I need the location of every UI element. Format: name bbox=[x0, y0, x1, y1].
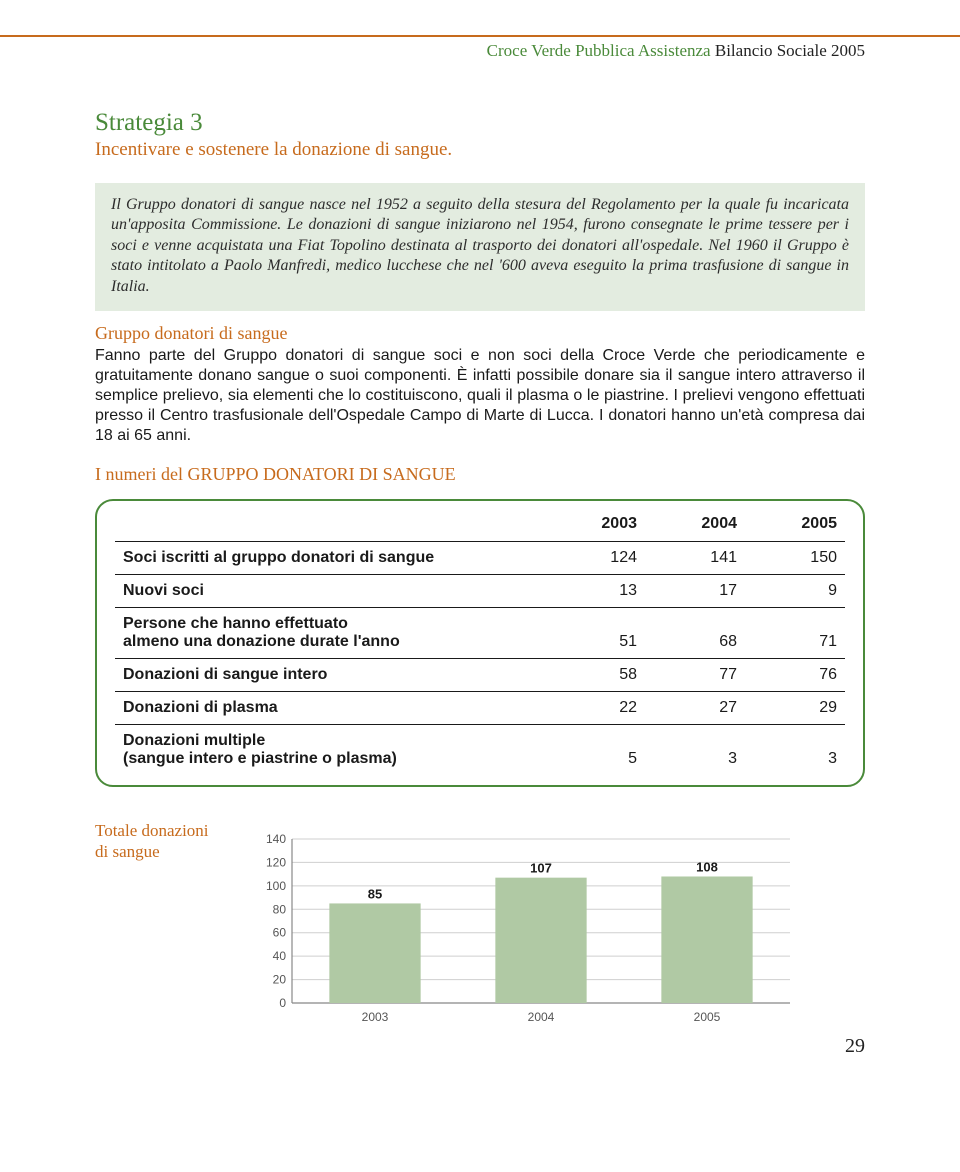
data-table: 200320042005 Soci iscritti al gruppo dona… bbox=[95, 499, 865, 787]
chart-caption: Totale donazionidi sangue bbox=[95, 821, 250, 862]
svg-text:40: 40 bbox=[273, 949, 287, 963]
strategia-title: Strategia 3 bbox=[95, 109, 865, 137]
svg-text:107: 107 bbox=[530, 861, 552, 876]
svg-text:108: 108 bbox=[696, 860, 718, 875]
table-row-label: Nuovi soci bbox=[115, 575, 545, 608]
numbers-heading: I numeri del GRUPPO DONATORI DI SANGUE bbox=[95, 464, 865, 485]
table-row-label: Donazioni di sangue intero bbox=[115, 659, 545, 692]
table-row-label: Persone che hanno effettuatoalmeno una d… bbox=[115, 608, 545, 659]
table-cell: 150 bbox=[745, 542, 845, 575]
svg-text:80: 80 bbox=[273, 903, 287, 917]
page-number: 29 bbox=[95, 1035, 865, 1058]
table-cell: 17 bbox=[645, 575, 745, 608]
header-line: Croce Verde Pubblica Assistenza Bilancio… bbox=[0, 37, 960, 61]
table-cell: 3 bbox=[645, 725, 745, 776]
svg-text:2005: 2005 bbox=[694, 1010, 721, 1024]
table-cell: 124 bbox=[545, 542, 645, 575]
header-green: Croce Verde Pubblica Assistenza bbox=[487, 41, 711, 60]
svg-text:60: 60 bbox=[273, 926, 287, 940]
chart-row: Totale donazionidi sangue 0 20 40 60 80 100 12… bbox=[95, 821, 865, 1031]
bar bbox=[495, 878, 586, 1003]
table-cell: 13 bbox=[545, 575, 645, 608]
table-cell: 51 bbox=[545, 608, 645, 659]
table-cell: 22 bbox=[545, 692, 645, 725]
svg-text:100: 100 bbox=[266, 879, 286, 893]
body-text: Fanno parte del Gruppo donatori di sangu… bbox=[95, 346, 865, 446]
bar bbox=[329, 904, 420, 1004]
table-row-label: Donazioni di plasma bbox=[115, 692, 545, 725]
table-cell: 77 bbox=[645, 659, 745, 692]
table-cell: 58 bbox=[545, 659, 645, 692]
section-heading: Gruppo donatori di sangue bbox=[95, 323, 865, 344]
table-year-header: 2003 bbox=[545, 515, 645, 542]
table-cell: 29 bbox=[745, 692, 845, 725]
svg-text:0: 0 bbox=[279, 996, 286, 1010]
table-cell: 5 bbox=[545, 725, 645, 776]
table-cell: 68 bbox=[645, 608, 745, 659]
svg-text:20: 20 bbox=[273, 973, 287, 987]
main-content: Strategia 3 Incentivare e sostenere la d… bbox=[0, 109, 960, 1058]
history-box: Il Gruppo donatori di sangue nasce nel 1… bbox=[95, 183, 865, 311]
table-cell: 3 bbox=[745, 725, 845, 776]
svg-text:140: 140 bbox=[266, 832, 286, 846]
bar-chart: 0 20 40 60 80 100 120 140 85 2003 107 2004 108 2005 bbox=[250, 821, 800, 1031]
table-cell: 27 bbox=[645, 692, 745, 725]
svg-text:2004: 2004 bbox=[528, 1010, 555, 1024]
svg-text:120: 120 bbox=[266, 856, 286, 870]
header-black: Bilancio Sociale 2005 bbox=[711, 41, 865, 60]
table-row-label: Donazioni multiple(sangue intero e piast… bbox=[115, 725, 545, 776]
table-cell: 9 bbox=[745, 575, 845, 608]
strategia-subtitle: Incentivare e sostenere la donazione di … bbox=[95, 139, 865, 161]
table-cell: 141 bbox=[645, 542, 745, 575]
svg-text:85: 85 bbox=[368, 887, 382, 902]
bar bbox=[661, 877, 752, 1004]
table-year-header: 2005 bbox=[745, 515, 845, 542]
chart-holder: 0 20 40 60 80 100 120 140 85 2003 107 2004 108 2005 bbox=[250, 821, 865, 1031]
table-year-header: 2004 bbox=[645, 515, 745, 542]
table-cell: 76 bbox=[745, 659, 845, 692]
table-cell: 71 bbox=[745, 608, 845, 659]
table-row-label: Soci iscritti al gruppo donatori di sang… bbox=[115, 542, 545, 575]
svg-text:2003: 2003 bbox=[362, 1010, 389, 1024]
